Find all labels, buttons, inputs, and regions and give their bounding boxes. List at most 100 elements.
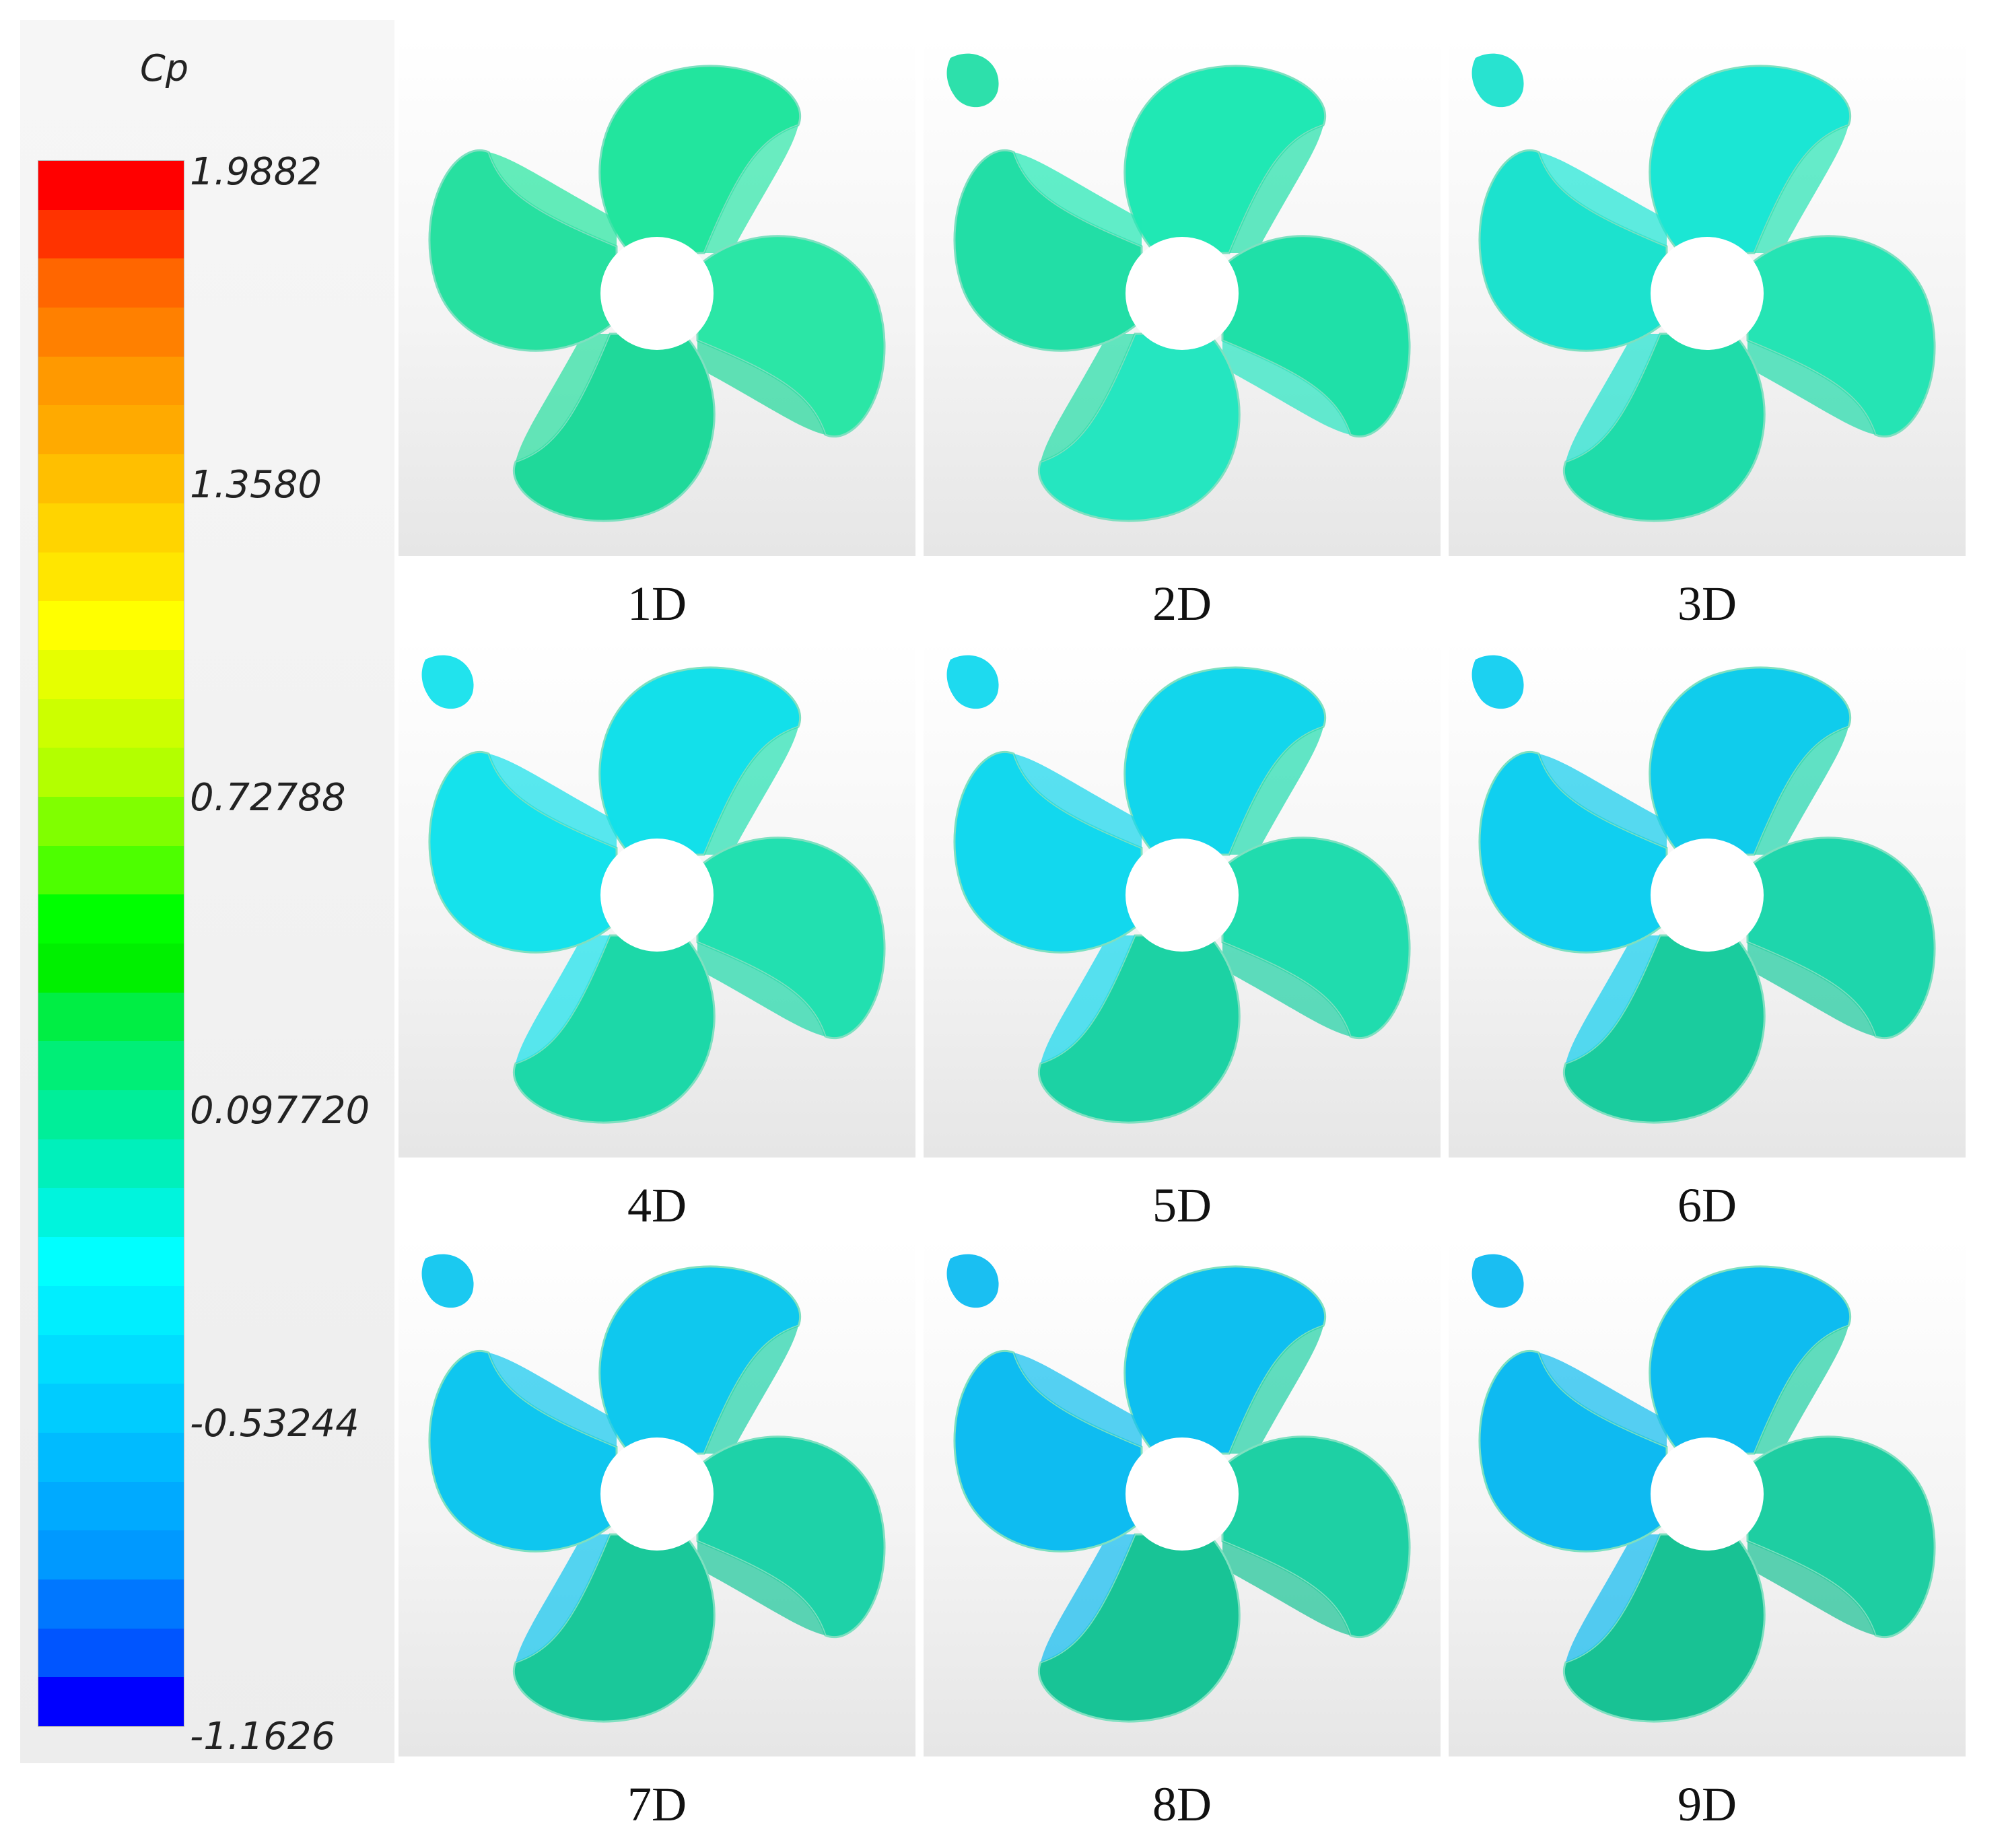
cavity-sheet [697,341,825,435]
colorbar-segment [38,161,184,210]
propeller-hub [1651,237,1764,350]
cavity-sheet [1566,935,1660,1063]
cavity-sheet [1539,152,1667,246]
cavity-sheet [489,754,617,848]
cavity-sheet [1747,942,1875,1036]
vortex-fragment [1472,53,1524,108]
colorbar-segment [38,1579,184,1629]
colorbar-segment [38,699,184,748]
legend-tick-2: 1.3580 [190,463,322,507]
cavity-sheet [1747,1541,1875,1635]
colorbar-legend: Cp 1.9882 1.3580 0.72788 0.097720 -0.532… [20,20,394,1763]
propeller-panel-6 [1449,639,1966,1158]
cavity-sheet [1566,334,1660,462]
cavity-sheet [516,935,610,1063]
cavity-sheet [1754,1326,1848,1454]
colorbar-segment [38,1090,184,1139]
panel-label-4: 4D [627,1178,687,1232]
propeller-hub [1126,237,1239,350]
colorbar-segment [38,1530,184,1579]
propeller-hub [600,1437,714,1551]
cavity-sheet [1014,754,1142,848]
panel-label-7: 7D [627,1777,687,1831]
propeller-panel-9 [1449,1238,1966,1756]
colorbar-segment [38,1188,184,1238]
colorbar-segment [38,308,184,357]
legend-tick-3: 0.72788 [190,776,346,820]
vortex-fragment [1472,1254,1524,1308]
colorbar-segment [38,552,184,602]
propeller-hub [600,237,714,350]
legend-tick-4: 0.097720 [190,1089,370,1133]
propeller-panel-4 [399,639,915,1158]
legend-tick-5: -0.53244 [190,1402,359,1446]
propeller-panel-5 [924,639,1441,1158]
propeller-hub [1126,1437,1239,1551]
cavity-sheet [1222,942,1350,1036]
propeller-hub [600,839,714,952]
panel-label-5: 5D [1152,1178,1212,1232]
colorbar-segment [38,845,184,895]
colorbar-segment [38,944,184,993]
cavity-sheet [1754,125,1848,253]
cavity-sheet [1222,341,1350,435]
cavity-sheet [1041,1534,1135,1662]
cavity-sheet [1566,1534,1660,1662]
propeller-panel-8 [924,1238,1441,1756]
panel-label-1: 1D [627,577,687,631]
panel-label-2: 2D [1152,577,1212,631]
panel-label-6: 6D [1677,1178,1737,1232]
panel-label-9: 9D [1677,1777,1737,1831]
propeller-panel-7 [399,1238,915,1756]
cavity-sheet [1539,1353,1667,1447]
colorbar-segment [38,454,184,503]
colorbar-segment [38,601,184,650]
colorbar-segment [38,1335,184,1384]
propeller-hub [1651,1437,1764,1551]
propeller-panel-2 [924,38,1441,556]
vortex-fragment [946,1254,999,1308]
cavity-sheet [1229,1326,1323,1454]
cavity-sheet [489,152,617,246]
cavity-sheet [704,125,798,253]
colorbar-segment [38,405,184,455]
colorbar-segment [38,796,184,846]
cavity-sheet [516,1534,610,1662]
colorbar-segment [38,649,184,699]
propeller-panel-3 [1449,38,1966,556]
colorbar-segment [38,209,184,259]
cavity-sheet [704,1326,798,1454]
cavity-sheet [697,942,825,1036]
colorbar-segment [38,258,184,308]
colorbar-segment [38,1041,184,1091]
colorbar-segment [38,1139,184,1188]
legend-tick-6: -1.1626 [190,1715,336,1758]
legend-title: Cp [140,47,188,90]
cavity-sheet [1754,727,1848,855]
colorbar-segment [38,1237,184,1286]
cavity-sheet [704,727,798,855]
panel-label-8: 8D [1152,1777,1212,1831]
propeller-hub [1651,839,1764,952]
vortex-fragment [421,1254,474,1308]
colorbar-segment [38,1481,184,1531]
vortex-fragment [946,655,999,709]
colorbar-segment [38,748,184,797]
propeller-hub [1126,839,1239,952]
cavity-sheet [516,334,610,462]
colorbar-segment [38,1677,184,1726]
vortex-fragment [421,655,474,709]
legend-tick-1: 1.9882 [190,150,322,194]
vortex-fragment [946,53,999,108]
cavity-sheet [1041,935,1135,1063]
cavity-sheet [489,1353,617,1447]
colorbar-segment [38,356,184,406]
cavity-sheet [1747,341,1875,435]
cavity-sheet [1014,1353,1142,1447]
colorbar-segment [38,992,184,1042]
cavity-sheet [697,1541,825,1635]
colorbar-segment [38,1628,184,1678]
colorbar-segment [38,503,184,553]
panel-label-3: 3D [1677,577,1737,631]
cavity-sheet [1041,334,1135,462]
